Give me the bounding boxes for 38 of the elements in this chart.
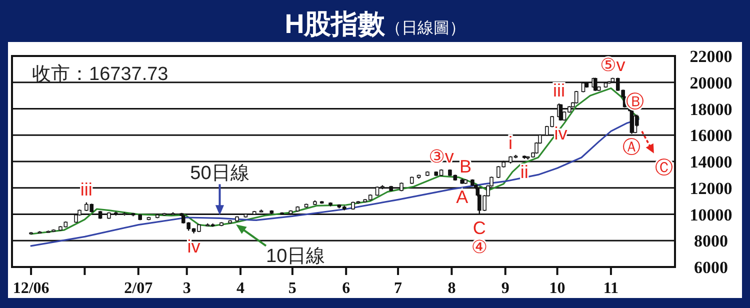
candlestick bbox=[574, 90, 578, 104]
x-tick-label: 9 bbox=[501, 280, 510, 297]
x-tick-label: 10 bbox=[549, 280, 566, 297]
annotation: iv bbox=[187, 236, 200, 256]
y-tick-label: 10000 bbox=[690, 205, 732, 224]
annotation: ④ bbox=[471, 236, 488, 257]
y-tick-label: 8000 bbox=[694, 232, 728, 251]
y-tick-label: 12000 bbox=[690, 178, 732, 198]
x-tick-label: 8 bbox=[448, 280, 456, 297]
x-tick-label: 6 bbox=[342, 280, 350, 297]
annotation: 收市：16737.73 bbox=[32, 63, 168, 85]
annotation: Ⓒ bbox=[654, 157, 673, 178]
series-label: 50日線 bbox=[190, 163, 250, 184]
chart-title: H股指數 bbox=[284, 9, 386, 39]
y-tick-label: 22000 bbox=[690, 47, 732, 66]
annotation: i bbox=[508, 133, 513, 154]
x-tick-label: 3 bbox=[182, 280, 191, 297]
annotation: B bbox=[460, 156, 472, 176]
x-tick-label: 12/06 bbox=[12, 280, 50, 297]
annotation: iii bbox=[553, 80, 566, 100]
annotation: A bbox=[456, 186, 468, 207]
legend-label: 10日線 bbox=[266, 246, 326, 267]
y-tick-label: 18000 bbox=[690, 100, 732, 119]
annotation: C bbox=[472, 218, 486, 238]
x-tick-label: 4 bbox=[236, 280, 244, 297]
x-tick-label: 7 bbox=[394, 280, 402, 297]
y-tick-label: 20000 bbox=[690, 73, 732, 92]
annotation: Ⓐ bbox=[622, 136, 641, 157]
y-tick-label: 6000 bbox=[694, 258, 728, 277]
chart-subtitle: （日線圖） bbox=[385, 20, 466, 37]
y-tick-label: 14000 bbox=[690, 152, 732, 172]
x-tick-label: 2/07 bbox=[124, 280, 153, 297]
x-tick-label: 11 bbox=[603, 280, 619, 297]
x-tick-label: 5 bbox=[288, 280, 296, 297]
annotation: ii bbox=[520, 162, 528, 182]
y-tick-label: 16000 bbox=[690, 126, 732, 146]
annotation: Ⓑ bbox=[626, 92, 644, 112]
annotation: ⑤v bbox=[600, 54, 626, 75]
